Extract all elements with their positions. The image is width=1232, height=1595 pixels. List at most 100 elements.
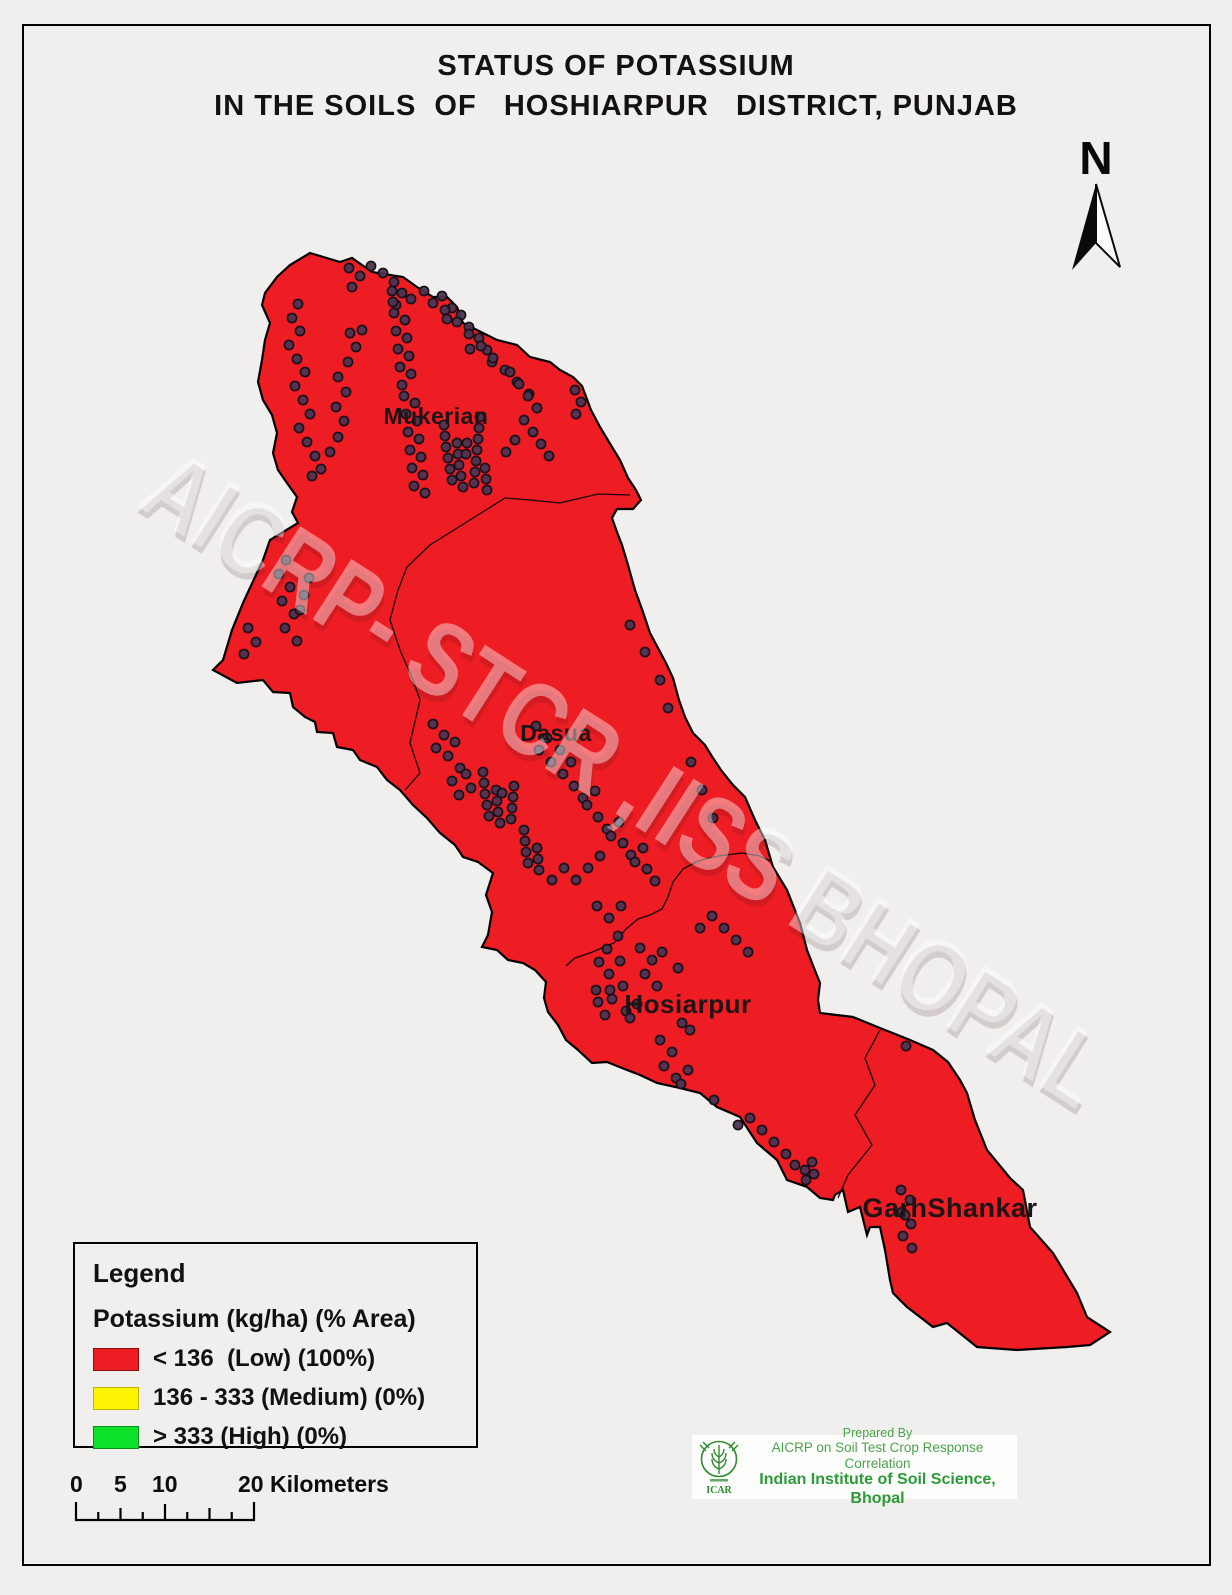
sample-point (460, 448, 472, 460)
sample-point (732, 1119, 744, 1131)
sample-point (340, 386, 352, 398)
sample-point (806, 1156, 818, 1168)
sample-point (291, 635, 303, 647)
sample-point (475, 340, 487, 352)
sample-point (624, 619, 636, 631)
sample-point (646, 954, 658, 966)
sample-point (406, 462, 418, 474)
sample-point (654, 674, 666, 686)
sample-point (685, 756, 697, 768)
tehsil-boundary-mukerian-dasua (389, 493, 631, 791)
sample-point (570, 874, 582, 886)
sample-point (343, 262, 355, 274)
sample-point (505, 813, 517, 825)
sample-point (706, 910, 718, 922)
sample-point (396, 379, 408, 391)
icar-logo-label: ICAR (706, 1485, 732, 1496)
sample-point (451, 316, 463, 328)
sample-point (593, 956, 605, 968)
sample-point (649, 875, 661, 887)
sample-point (508, 780, 520, 792)
sample-point (438, 729, 450, 741)
sample-point (444, 463, 456, 475)
sample-point (354, 270, 366, 282)
sample-point (494, 817, 506, 829)
sample-point (614, 955, 626, 967)
sample-point (473, 422, 485, 434)
sample-point (471, 444, 483, 456)
sample-point (399, 314, 411, 326)
sample-point (617, 837, 629, 849)
sample-point (344, 327, 356, 339)
sample-point (744, 1112, 756, 1124)
legend-swatch-0 (93, 1347, 139, 1371)
sample-point (518, 414, 530, 426)
sample-point (631, 998, 643, 1010)
sample-point (895, 1184, 907, 1196)
sample-point (522, 390, 534, 402)
wheat-icon (699, 1441, 739, 1474)
sample-point (532, 853, 544, 865)
sample-point (273, 568, 285, 580)
sample-point (768, 1136, 780, 1148)
legend-subtitle: Potassium (kg/ha) (% Area) (93, 1305, 416, 1333)
sample-point (365, 260, 377, 272)
sample-point (479, 462, 491, 474)
sample-point (504, 366, 516, 378)
north-arrow-left-half (1072, 184, 1096, 270)
sample-point (294, 604, 306, 616)
sample-point (756, 1124, 768, 1136)
sample-point (569, 384, 581, 396)
sample-point (543, 450, 555, 462)
sample-point (557, 768, 569, 780)
sample-point (338, 415, 350, 427)
sample-point (617, 980, 629, 992)
sample-point (463, 328, 475, 340)
sample-point (472, 433, 484, 445)
sample-point (350, 341, 362, 353)
sample-point (297, 394, 309, 406)
sample-point (301, 436, 313, 448)
sample-point (394, 361, 406, 373)
sample-point (780, 1148, 792, 1160)
map-title: STATUS OF POTASSIUM IN THE SOILS OF HOSH… (0, 50, 1232, 123)
sample-point (309, 450, 321, 462)
sample-point (479, 788, 491, 800)
sample-point (519, 835, 531, 847)
sample-point (533, 744, 545, 756)
sample-point (509, 434, 521, 446)
sample-point (800, 1174, 812, 1186)
sample-point (634, 942, 646, 954)
sample-point (575, 396, 587, 408)
sample-point (481, 484, 493, 496)
sample-point (808, 1168, 820, 1180)
sample-point (298, 589, 310, 601)
sample-point (427, 297, 439, 309)
sample-point (324, 446, 336, 458)
sample-point (474, 411, 486, 423)
sample-point (292, 298, 304, 310)
sample-point (304, 408, 316, 420)
sample-point (599, 1009, 611, 1021)
scale-bar: 0 5 10 20 Kilometers (70, 1471, 389, 1522)
sample-point (405, 368, 417, 380)
sample-point (518, 824, 530, 836)
sample-point (527, 426, 539, 438)
credits-text: Prepared By AICRP on Soil Test Crop Resp… (742, 1426, 1013, 1508)
sample-point (404, 444, 416, 456)
sample-point (789, 1159, 801, 1171)
sample-points-layer (238, 260, 918, 1254)
sample-point (624, 1012, 636, 1024)
sample-point (332, 371, 344, 383)
sample-point (707, 812, 719, 824)
sample-point (491, 795, 503, 807)
scale-label-20km: 20 Kilometers (238, 1471, 389, 1497)
sample-point (238, 648, 250, 660)
sample-point (250, 636, 262, 648)
sample-point (460, 768, 472, 780)
sample-point (401, 332, 413, 344)
sample-point (446, 775, 458, 787)
sample-point (449, 736, 461, 748)
north-arrow: N (1072, 132, 1121, 270)
